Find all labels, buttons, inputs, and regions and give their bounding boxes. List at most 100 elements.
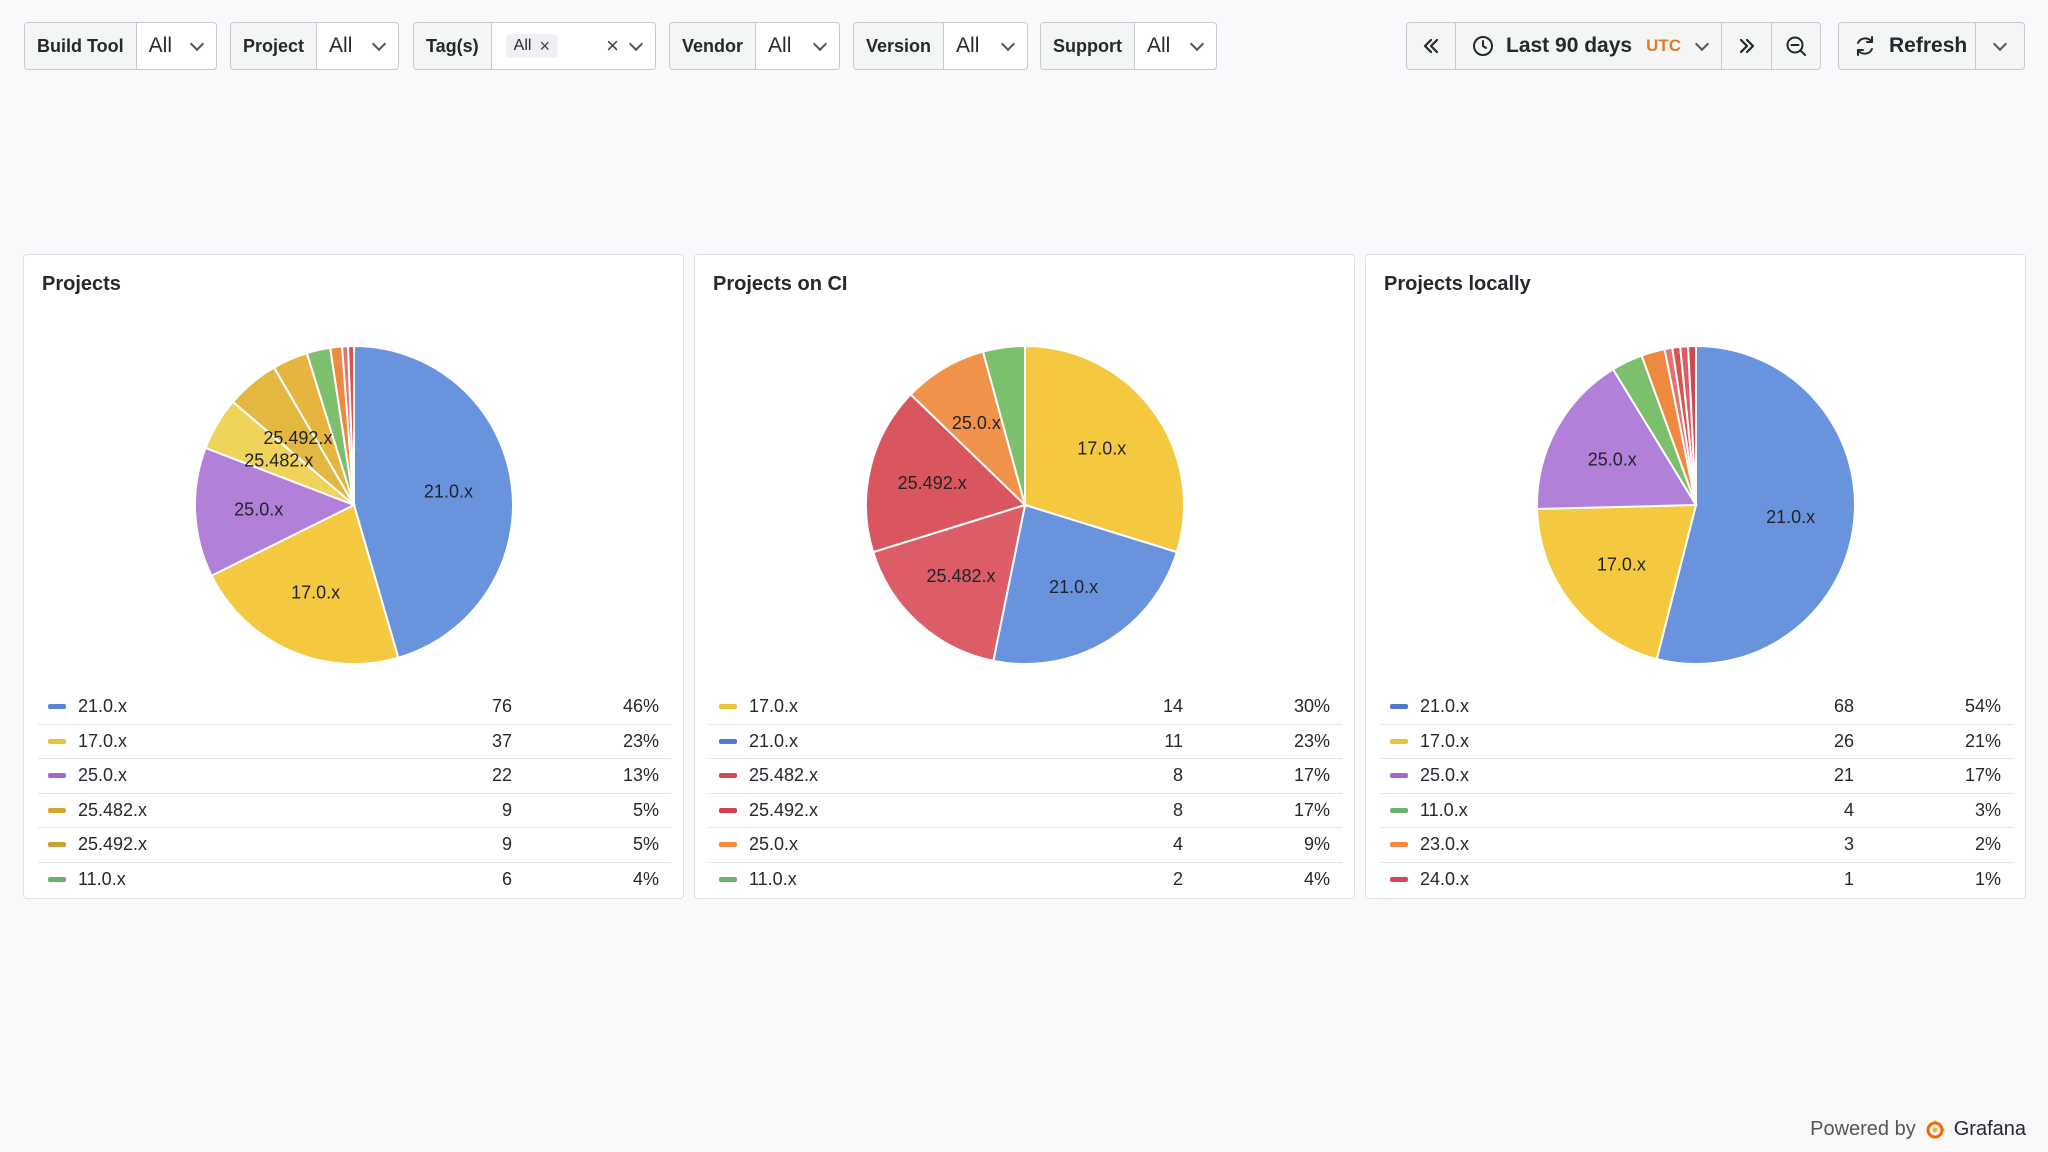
legend-value: 68 bbox=[1833, 696, 1854, 717]
legend-row[interactable]: 23.0.x 3 2% bbox=[1380, 828, 2013, 863]
legend-percent: 46% bbox=[622, 696, 659, 717]
variable-value: All bbox=[329, 34, 353, 57]
legend-row[interactable]: 24.0.x 1 1% bbox=[1380, 863, 2013, 898]
dashboard-toolbar: Build Tool All Project All Tag(s) All × ×… bbox=[24, 22, 2025, 70]
chevron-down-icon bbox=[1694, 36, 1710, 51]
time-shift-forward-button[interactable] bbox=[1721, 22, 1772, 70]
variable-select[interactable]: All bbox=[756, 23, 839, 69]
legend-percent: 23% bbox=[622, 730, 659, 751]
legend-swatch bbox=[1390, 807, 1408, 813]
chevron-down-icon bbox=[812, 36, 828, 51]
legend-row[interactable]: 21.0.x 11 23% bbox=[709, 725, 1342, 759]
legend-label: 25.0.x bbox=[749, 834, 799, 855]
legend-label: 25.0.x bbox=[1420, 765, 1470, 786]
legend-swatch bbox=[1390, 842, 1408, 848]
zoom-out-icon bbox=[1786, 36, 1806, 56]
legend-value: 8 bbox=[1172, 765, 1183, 786]
pie-slice[interactable] bbox=[871, 503, 1027, 662]
grafana-logo-icon bbox=[1926, 1119, 1945, 1138]
legend-percent: 5% bbox=[632, 799, 659, 820]
legend-row[interactable]: 25.0.x 4 9% bbox=[709, 828, 1342, 863]
panel-title: Projects on CI bbox=[713, 273, 848, 295]
legend-percent: 17% bbox=[1964, 765, 2001, 786]
legend-label: 23.0.x bbox=[1420, 834, 1470, 855]
legend-row[interactable]: 25.0.x 21 17% bbox=[1380, 759, 2013, 794]
legend-row[interactable]: 25.492.x 8 17% bbox=[709, 794, 1342, 828]
pie-slice[interactable] bbox=[194, 446, 357, 578]
legend-swatch bbox=[719, 842, 737, 848]
panel-title: Projects bbox=[42, 273, 121, 295]
time-range-label: Last 90 days bbox=[1506, 34, 1633, 57]
zoom-out-button[interactable] bbox=[1771, 22, 1821, 70]
chevron-double-right-icon bbox=[1739, 38, 1754, 54]
pie-slice-label: 21.0.x bbox=[424, 482, 473, 502]
pie-slice[interactable] bbox=[909, 350, 1027, 509]
clock-icon bbox=[1473, 36, 1493, 56]
pie-slice[interactable] bbox=[353, 344, 514, 659]
refresh-icon bbox=[1857, 36, 1873, 56]
legend-row[interactable]: 21.0.x 68 54% bbox=[1380, 690, 2013, 725]
legend-swatch bbox=[48, 877, 66, 883]
pie-slice-label: 17.0.x bbox=[1597, 554, 1646, 574]
time-range-picker[interactable]: Last 90 days UTC bbox=[1455, 22, 1722, 70]
legend-row[interactable]: 21.0.x 76 46% bbox=[38, 690, 671, 725]
legend-percent: 2% bbox=[1974, 834, 2001, 855]
legend-row[interactable]: 17.0.x 26 21% bbox=[1380, 725, 2013, 759]
pie-slice[interactable] bbox=[1536, 367, 1698, 510]
variable-label: Tag(s) bbox=[414, 23, 492, 69]
legend-row[interactable]: 25.482.x 9 5% bbox=[38, 794, 671, 828]
variable-project[interactable]: Project All bbox=[230, 22, 399, 70]
legend-row[interactable]: 25.482.x 8 17% bbox=[709, 759, 1342, 794]
legend-value: 22 bbox=[491, 765, 512, 786]
legend-value: 1 bbox=[1843, 869, 1854, 890]
legend-percent: 30% bbox=[1293, 696, 1330, 717]
variable-tags[interactable]: Tag(s) All × × bbox=[413, 22, 656, 70]
refresh-button[interactable]: Refresh bbox=[1838, 22, 1976, 70]
legend-percent: 21% bbox=[1964, 730, 2001, 751]
legend-label: 17.0.x bbox=[749, 696, 799, 717]
variable-select[interactable]: All bbox=[137, 23, 216, 69]
legend-row[interactable]: 17.0.x 14 30% bbox=[709, 690, 1342, 725]
pie-slice-label: 21.0.x bbox=[1766, 507, 1815, 527]
legend-row[interactable]: 25.492.x 9 5% bbox=[38, 828, 671, 863]
legend-swatch bbox=[48, 807, 66, 813]
pie-slice-label: 25.482.x bbox=[244, 450, 313, 470]
legend-label: 17.0.x bbox=[1420, 730, 1470, 751]
legend-percent: 13% bbox=[622, 765, 659, 786]
legend-label: 21.0.x bbox=[749, 730, 799, 751]
variable-version[interactable]: Version All bbox=[853, 22, 1028, 70]
legend-percent: 17% bbox=[1293, 799, 1330, 820]
legend-swatch bbox=[48, 773, 66, 779]
legend-row[interactable]: 11.0.x 4 3% bbox=[1380, 794, 2013, 828]
variable-vendor[interactable]: Vendor All bbox=[669, 22, 840, 70]
legend-row[interactable]: 17.0.x 37 23% bbox=[38, 725, 671, 759]
pie-slice[interactable] bbox=[865, 393, 1027, 554]
remove-tag-icon[interactable]: × bbox=[539, 36, 550, 56]
refresh-interval-button[interactable] bbox=[1975, 22, 2025, 70]
variable-value: All bbox=[148, 34, 172, 57]
legend-label: 11.0.x bbox=[749, 869, 797, 890]
legend-percent: 23% bbox=[1293, 730, 1330, 751]
legend-row[interactable]: 11.0.x 2 4% bbox=[709, 863, 1342, 898]
legend-row[interactable]: 11.0.x 6 4% bbox=[38, 863, 671, 898]
pie-chart-projects-locally: 21.0.x 17.0.x 25.0.x bbox=[1536, 344, 1856, 665]
variable-select[interactable]: All bbox=[317, 23, 398, 69]
variable-select[interactable]: All bbox=[1135, 23, 1216, 69]
variable-support[interactable]: Support All bbox=[1040, 22, 1217, 70]
clear-icon[interactable]: × bbox=[606, 33, 619, 58]
variable-build-tool[interactable]: Build Tool All bbox=[24, 22, 217, 70]
pie-slice[interactable] bbox=[1655, 344, 1856, 665]
variable-select[interactable]: All × × bbox=[492, 23, 655, 69]
pie-slice[interactable] bbox=[1024, 344, 1185, 554]
pie-slice[interactable] bbox=[210, 503, 400, 665]
pie-slice[interactable] bbox=[1687, 344, 1697, 506]
pie-slice[interactable] bbox=[346, 344, 355, 506]
pie-slice-label: 21.0.x bbox=[1049, 577, 1098, 597]
pie-slice[interactable] bbox=[981, 344, 1026, 506]
time-shift-back-button[interactable] bbox=[1406, 22, 1456, 70]
tag-pill[interactable]: All × bbox=[505, 34, 558, 58]
pie-slice[interactable] bbox=[1536, 503, 1698, 661]
variable-select[interactable]: All bbox=[944, 23, 1027, 69]
legend-row[interactable]: 25.0.x 22 13% bbox=[38, 759, 671, 794]
pie-slice[interactable] bbox=[992, 503, 1179, 665]
